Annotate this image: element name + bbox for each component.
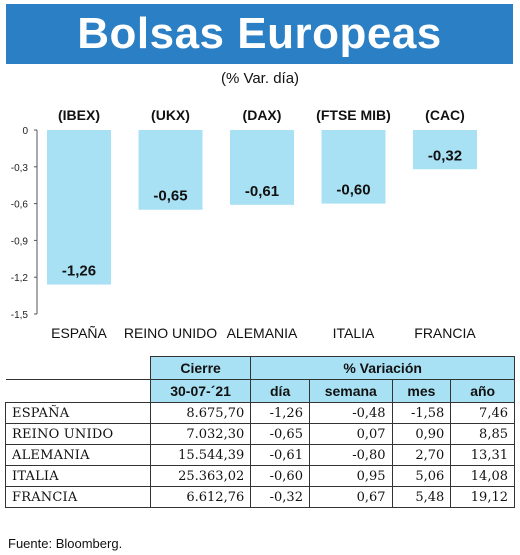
header-ano: año <box>450 379 515 403</box>
row-ano: 7,46 <box>450 402 515 424</box>
row-ano: 8,85 <box>450 423 515 445</box>
row-mes: 2,70 <box>391 444 452 466</box>
row-ano: 13,31 <box>450 444 515 466</box>
bar <box>413 130 477 170</box>
category-label: FRANCIA <box>414 325 476 341</box>
row-semana: 0,07 <box>308 423 393 445</box>
category-label: REINO UNIDO <box>124 325 217 341</box>
table-row: ITALIA 25.363,02 -0,60 0,95 5,06 14,08 <box>5 465 515 487</box>
header-cierre: Cierre <box>149 356 252 380</box>
row-name: ESPAÑA <box>5 402 151 424</box>
row-dia: -0,60 <box>250 465 310 487</box>
bar-value-label: -0,32 <box>428 147 462 164</box>
table-row: FRANCIA 6.612,76 -0,32 0,67 5,48 19,12 <box>5 486 515 508</box>
row-semana: -0,48 <box>308 402 393 424</box>
bar-value-label: -0,61 <box>245 183 279 200</box>
header-mes: mes <box>391 379 452 403</box>
row-semana: 0,95 <box>308 465 393 487</box>
stock-table: Cierre % Variación 30-07-´21 día semana … <box>5 356 515 508</box>
bar <box>321 130 386 204</box>
row-mes: 5,48 <box>391 486 452 508</box>
category-label: ALEMANIA <box>227 325 298 341</box>
chart-subtitle: (% Var. día) <box>220 70 300 87</box>
header-variacion: % Variación <box>250 356 515 380</box>
y-tick-label: -0,9 <box>11 236 29 247</box>
y-tick-label: -1,5 <box>11 310 29 321</box>
row-ano: 19,12 <box>450 486 515 508</box>
row-cierre: 15.544,39 <box>149 444 252 466</box>
page-title: Bolsas Europeas <box>77 9 442 58</box>
index-label: (CAC) <box>425 107 465 123</box>
row-semana: -0,80 <box>308 444 393 466</box>
bar-value-label: -0,65 <box>153 188 187 205</box>
category-label: ITALIA <box>333 325 375 341</box>
row-ano: 14,08 <box>450 465 515 487</box>
row-name: FRANCIA <box>5 486 151 508</box>
row-mes: 0,90 <box>391 423 452 445</box>
table-row: ESPAÑA 8.675,70 -1,26 -0,48 -1,58 7,46 <box>5 402 515 424</box>
table-row: REINO UNIDO 7.032,30 -0,65 0,07 0,90 8,8… <box>5 423 515 445</box>
table-corner-2 <box>5 379 151 403</box>
row-mes: 5,06 <box>391 465 452 487</box>
bar <box>230 130 294 205</box>
row-dia: -0,32 <box>250 486 310 508</box>
header-date: 30-07-´21 <box>149 379 252 403</box>
bar <box>47 130 111 285</box>
row-dia: -1,26 <box>250 402 310 424</box>
row-mes: -1,58 <box>391 402 452 424</box>
row-dia: -0,65 <box>250 423 310 445</box>
table-corner <box>5 356 151 380</box>
row-semana: 0,67 <box>308 486 393 508</box>
row-cierre: 25.363,02 <box>149 465 252 487</box>
bar-chart: 0 -0,3 -0,6 -0,9 -1,2 -1,5 -1,26 (IBEX) ESPAÑA -0… <box>11 107 477 341</box>
row-name: ALEMANIA <box>5 444 151 466</box>
index-label: (DAX) <box>243 107 282 123</box>
row-dia: -0,61 <box>250 444 310 466</box>
y-tick-label: -0,3 <box>11 163 29 174</box>
category-label: ESPAÑA <box>51 325 107 341</box>
bar-value-label: -0,60 <box>336 182 370 199</box>
source-note: Fuente: Bloomberg. <box>8 536 123 551</box>
header-dia: día <box>250 379 310 403</box>
index-label: (UKX) <box>151 107 190 123</box>
row-name: ITALIA <box>5 465 151 487</box>
y-tick-label: -0,6 <box>11 200 29 211</box>
index-label: (IBEX) <box>58 107 100 123</box>
row-cierre: 6.612,76 <box>149 486 252 508</box>
bar <box>138 130 203 210</box>
bar-value-label: -1,26 <box>62 263 96 280</box>
row-cierre: 7.032,30 <box>149 423 252 445</box>
table-row: ALEMANIA 15.544,39 -0,61 -0,80 2,70 13,3… <box>5 444 515 466</box>
row-name: REINO UNIDO <box>5 423 151 445</box>
y-tick-label: 0 <box>22 126 28 137</box>
row-cierre: 8.675,70 <box>149 402 252 424</box>
title-banner: Bolsas Europeas <box>6 4 513 64</box>
y-tick-label: -1,2 <box>11 273 29 284</box>
index-label: (FTSE MIB) <box>316 107 391 123</box>
header-semana: semana <box>308 379 393 403</box>
